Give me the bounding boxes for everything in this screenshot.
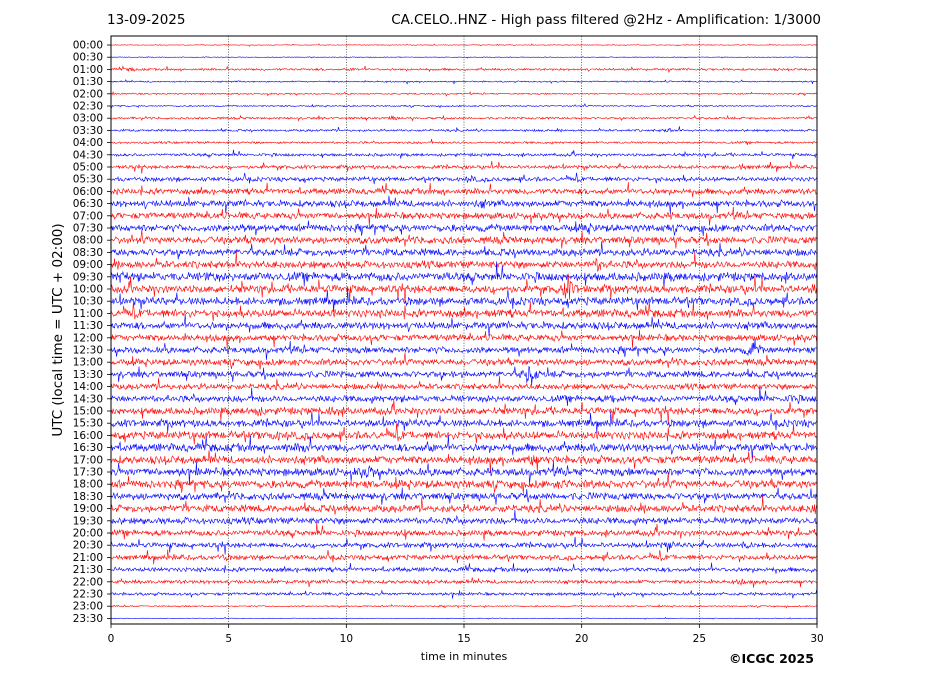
x-tick-label: 15 <box>457 633 470 645</box>
y-tick-label: 17:30 <box>73 467 103 479</box>
trace-0900 <box>110 251 817 272</box>
y-tick-label: 21:00 <box>73 552 103 564</box>
trace-0630 <box>110 195 817 214</box>
trace-0400 <box>110 138 817 146</box>
y-tick-label: 16:00 <box>73 430 103 442</box>
trace-0530 <box>110 172 817 185</box>
y-tick-label: 00:30 <box>73 52 103 64</box>
trace-1900 <box>110 495 817 515</box>
y-tick-label: 01:00 <box>73 64 103 76</box>
y-tick-label: 11:30 <box>73 320 103 332</box>
trace-1030 <box>110 288 817 312</box>
x-axis-label: time in minutes <box>421 650 508 663</box>
trace-2230 <box>110 589 817 599</box>
y-tick-label: 18:00 <box>73 479 103 491</box>
y-tick-label: 06:30 <box>73 198 103 210</box>
x-tick-label: 25 <box>693 633 706 645</box>
y-tick-label: 21:30 <box>73 564 103 576</box>
y-tick-label: 23:30 <box>73 613 103 625</box>
y-tick-label: 01:30 <box>73 76 103 88</box>
y-tick-label: 05:30 <box>73 174 103 186</box>
y-tick-label: 12:00 <box>73 332 103 344</box>
trace-1430 <box>110 387 817 407</box>
x-tick-label: 20 <box>575 633 588 645</box>
y-tick-label: 16:30 <box>73 442 103 454</box>
y-tick-label: 22:00 <box>73 576 103 588</box>
y-tick-label: 14:30 <box>73 393 103 405</box>
y-axis-label: UTC (local time = UTC + 02:00) <box>50 223 66 436</box>
trace-0000 <box>110 43 817 47</box>
y-tick-label: 13:30 <box>73 369 103 381</box>
y-tick-label: 15:30 <box>73 418 103 430</box>
x-tick-label: 5 <box>225 633 232 645</box>
trace-0100 <box>110 65 817 73</box>
y-axis: 00:0000:3001:0001:3002:0002:3003:0003:30… <box>73 40 111 625</box>
trace-1530 <box>110 411 817 433</box>
y-tick-label: 08:30 <box>73 247 103 259</box>
y-tick-label: 11:00 <box>73 308 103 320</box>
chart-title: CA.CELO..HNZ - High pass filtered @2Hz -… <box>391 12 821 28</box>
y-tick-label: 19:00 <box>73 503 103 515</box>
y-tick-label: 12:30 <box>73 345 103 357</box>
trace-1400 <box>110 376 817 391</box>
y-tick-label: 02:00 <box>73 88 103 100</box>
trace-2130 <box>110 562 817 574</box>
y-tick-label: 09:30 <box>73 271 103 283</box>
y-tick-label: 13:00 <box>73 357 103 369</box>
trace-0830 <box>110 241 817 260</box>
trace-0700 <box>110 206 817 227</box>
date-label: 13-09-2025 <box>107 12 186 28</box>
y-tick-label: 09:00 <box>73 259 103 271</box>
y-tick-label: 03:30 <box>73 125 103 137</box>
trace-2330 <box>110 616 817 620</box>
y-tick-label: 02:30 <box>73 101 103 113</box>
y-tick-label: 20:30 <box>73 540 103 552</box>
trace-1700 <box>110 450 817 473</box>
y-tick-label: 17:00 <box>73 454 103 466</box>
x-tick-label: 10 <box>340 633 353 645</box>
y-tick-label: 20:00 <box>73 528 103 540</box>
grid-group <box>228 36 700 624</box>
y-tick-label: 19:30 <box>73 515 103 527</box>
y-tick-label: 22:30 <box>73 589 103 601</box>
y-tick-label: 06:00 <box>73 186 103 198</box>
y-tick-label: 03:00 <box>73 113 103 125</box>
copyright-label: ©ICGC 2025 <box>729 651 814 666</box>
x-tick-label: 30 <box>810 633 823 645</box>
y-tick-label: 04:00 <box>73 137 103 149</box>
y-tick-label: 05:00 <box>73 162 103 174</box>
y-tick-label: 10:30 <box>73 296 103 308</box>
x-tick-label: 0 <box>108 633 115 645</box>
x-axis: 0 5 10 15 20 25 30 <box>108 624 824 645</box>
trace-1730 <box>110 460 817 485</box>
y-tick-label: 23:00 <box>73 601 103 613</box>
trace-2100 <box>110 549 817 565</box>
y-tick-label: 07:00 <box>73 210 103 222</box>
y-tick-label: 10:00 <box>73 284 103 296</box>
y-tick-label: 18:30 <box>73 491 103 503</box>
trace-1300 <box>110 352 817 370</box>
trace-0800 <box>110 229 817 249</box>
trace-0230 <box>110 103 817 109</box>
y-tick-label: 08:00 <box>73 235 103 247</box>
y-tick-label: 15:00 <box>73 406 103 418</box>
y-tick-label: 00:00 <box>73 40 103 52</box>
y-tick-label: 04:30 <box>73 149 103 161</box>
y-tick-label: 14:00 <box>73 381 103 393</box>
y-tick-label: 07:30 <box>73 223 103 235</box>
